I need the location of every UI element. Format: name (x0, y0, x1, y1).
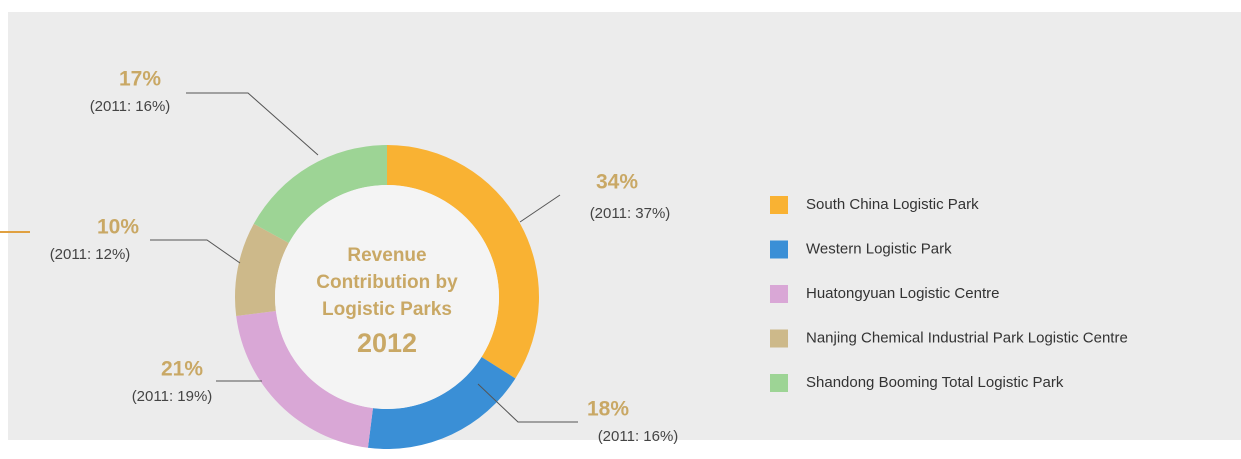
prior-label: (2011: 16%) (598, 428, 679, 445)
donut-slice (253, 145, 387, 244)
legend-label: South China Logistic Park (806, 196, 979, 213)
leader-line (150, 239, 241, 264)
legend-swatch (770, 329, 788, 348)
center-title: Revenue (347, 245, 426, 266)
legend-swatch (770, 374, 788, 392)
donut-slice (387, 145, 539, 379)
donut-slice (234, 223, 289, 317)
legend-label: Nanjing Chemical Industrial Park Logisti… (806, 329, 1128, 346)
legend-label: Shandong Booming Total Logistic Park (806, 374, 1064, 391)
leader-line (186, 92, 319, 156)
panel (8, 12, 1241, 440)
donut-hole (275, 185, 499, 409)
value-label: 10% (97, 216, 139, 239)
legend-label: Huatongyuan Logistic Centre (806, 285, 999, 302)
legend-swatch (770, 196, 788, 214)
value-label: 21% (161, 358, 203, 381)
legend-swatch (770, 240, 788, 259)
prior-label: (2011: 12%) (50, 246, 131, 263)
value-label: 18% (587, 398, 629, 421)
prior-label: (2011: 16%) (90, 98, 171, 115)
prior-label: (2011: 37%) (590, 205, 671, 222)
donut-slice (367, 357, 516, 449)
legend-swatch (770, 285, 788, 303)
center-title: Logistic Parks (322, 299, 452, 320)
value-label: 34% (596, 171, 638, 194)
value-label: 17% (119, 68, 161, 91)
legend-label: Western Logistic Park (806, 240, 952, 257)
leader-line (477, 383, 578, 423)
leader-line (519, 194, 561, 223)
center-subtitle: 2012 (357, 328, 417, 358)
prior-label: (2011: 19%) (132, 388, 213, 405)
donut-slice (236, 311, 373, 448)
center-title: Contribution by (316, 272, 458, 293)
